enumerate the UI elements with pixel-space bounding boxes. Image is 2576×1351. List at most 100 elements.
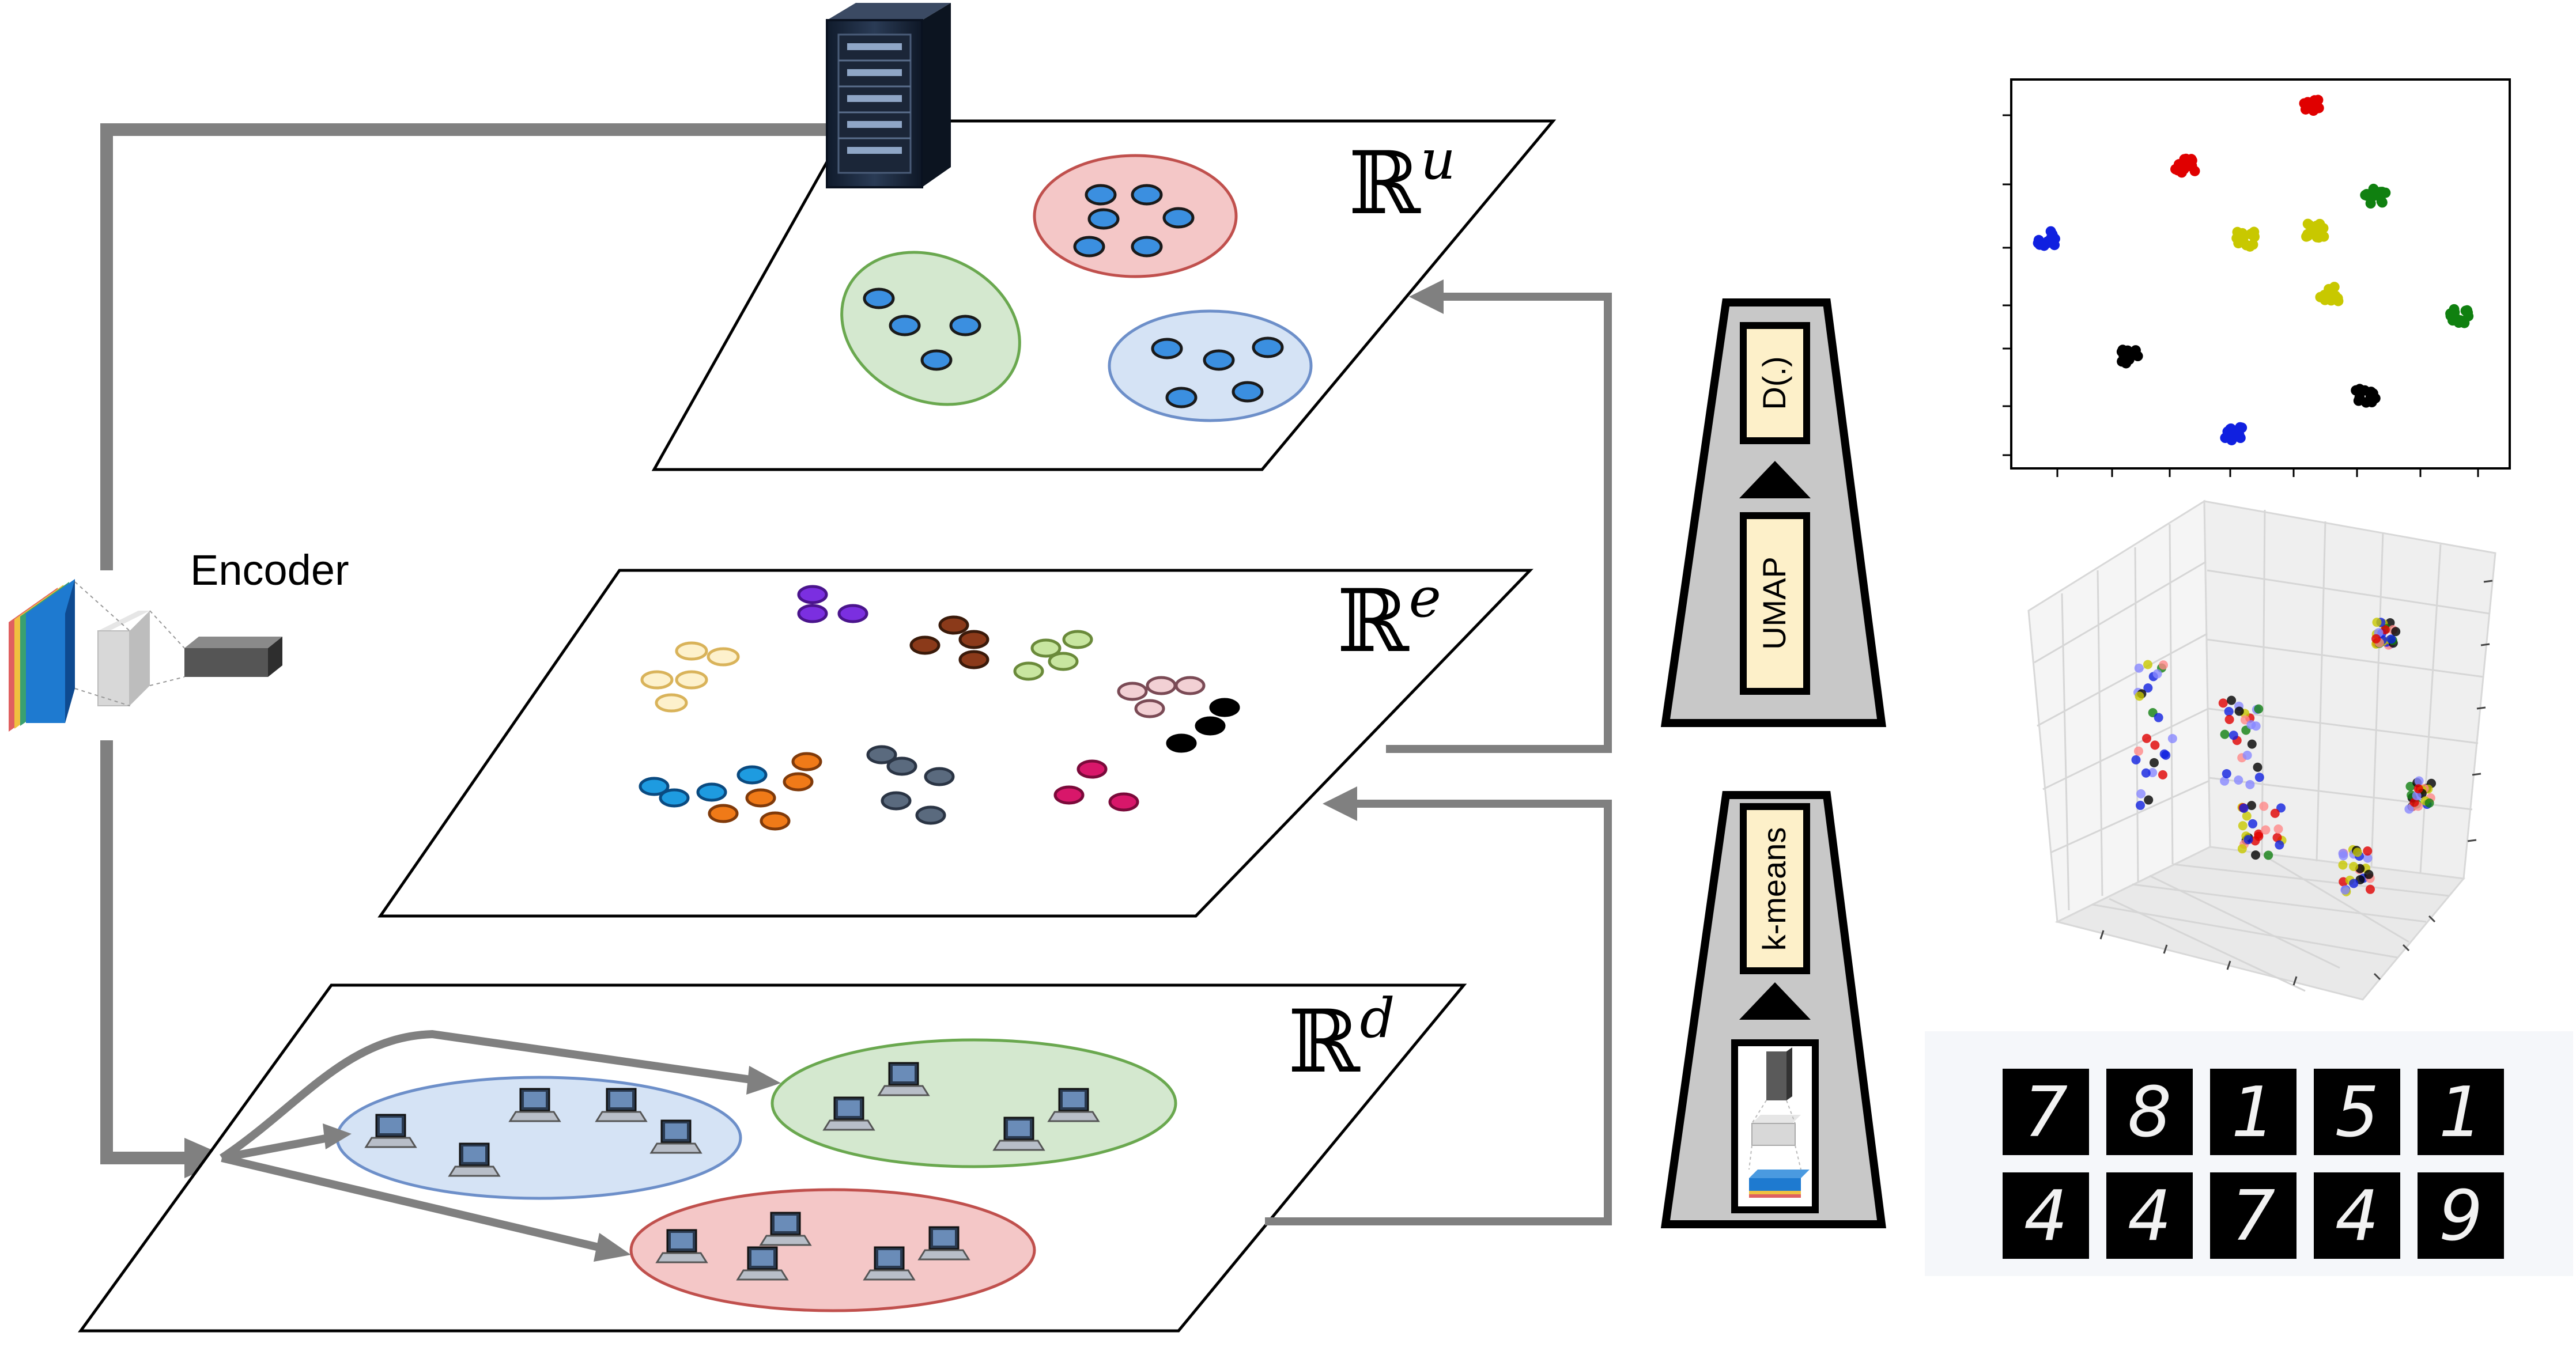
umap-axis-ticks [2003, 114, 2479, 477]
point-3d [2339, 851, 2348, 861]
points-3d [2131, 618, 2437, 896]
nodes-green-cluster [863, 287, 981, 371]
umap-point [2227, 426, 2238, 437]
point-3d [2227, 695, 2237, 705]
connector-bottom-to-middle [1265, 800, 1612, 1225]
plane-middle-surface [377, 569, 1533, 918]
point-3d [2270, 808, 2280, 818]
pipeline-upper: UMAP D(.) [1660, 298, 1886, 727]
point-3d [2251, 850, 2261, 860]
point-3d [2264, 850, 2273, 860]
plane-bottom: ℝd [78, 983, 1467, 1333]
point-3d [2352, 847, 2362, 857]
point-3d [2154, 713, 2163, 722]
point-3d [2363, 853, 2373, 863]
digit-label: 7 [2024, 1073, 2068, 1153]
line-encoder-to-bottom [100, 740, 213, 1164]
plane-middle-label: ℝe [1337, 566, 1441, 672]
plane-bottom-label: ℝd [1288, 987, 1395, 1092]
point-3d [2259, 801, 2269, 811]
point-3d [2338, 860, 2348, 870]
connector-middle-to-top [1386, 293, 1612, 753]
node [920, 349, 953, 371]
pipeline-lower: k-means [1660, 791, 1886, 1228]
umap-point [2302, 230, 2313, 241]
digit-label: 7 [2231, 1176, 2275, 1257]
encoder-loop-lines [100, 123, 836, 1164]
point-3d [2167, 733, 2177, 743]
point-3d [2237, 844, 2247, 854]
point-3d [2234, 775, 2243, 785]
box-umap [1740, 512, 1810, 695]
umap-point [2237, 422, 2248, 433]
laptop-icon [655, 1229, 708, 1263]
laptop-icon [595, 1088, 648, 1122]
digit-label: 9 [2439, 1176, 2483, 1257]
digit-tile [2314, 1172, 2400, 1259]
umap-point [2039, 240, 2050, 251]
node [1203, 349, 1235, 371]
nodes-red-cluster [1073, 184, 1195, 258]
digit-label: 4 [2128, 1176, 2171, 1257]
point-3d [2222, 769, 2231, 778]
cluster-red [1033, 154, 1238, 278]
point-3d [2349, 879, 2359, 888]
point-3d [2412, 791, 2422, 801]
digit-label: 1 [2439, 1073, 2483, 1153]
point-3d [2254, 773, 2264, 782]
arrow-up-upper [1739, 461, 1811, 498]
node [863, 287, 895, 309]
node [1131, 184, 1163, 206]
umap-point [2463, 311, 2474, 321]
label-d-func: D(.) [1756, 356, 1792, 410]
point-3d [2261, 825, 2271, 835]
point-3d [2148, 767, 2158, 777]
umap-point [2369, 185, 2380, 196]
umap-point [2360, 190, 2371, 200]
point-3d [2149, 758, 2159, 767]
node [1252, 336, 1284, 358]
umap-point [2369, 392, 2380, 403]
laptop-icon [508, 1088, 561, 1122]
umap-point [2309, 99, 2320, 110]
point-3d [2391, 627, 2401, 637]
encoder-icon [9, 579, 282, 732]
point-3d [2366, 884, 2375, 894]
point-3d [2242, 750, 2252, 760]
laptop-icon [863, 1246, 916, 1281]
node [1131, 236, 1163, 258]
label-umap: UMAP [1756, 557, 1792, 650]
embedding-points [639, 585, 1240, 831]
umap-point [2313, 232, 2324, 243]
client-cluster-green [770, 1038, 1177, 1168]
arrowhead-to-red [594, 1233, 631, 1262]
point-3d [2349, 862, 2359, 871]
laptop-icon [649, 1119, 702, 1154]
point-3d [2131, 755, 2141, 765]
client-cluster-red [629, 1188, 1036, 1312]
point-3d [2136, 800, 2146, 810]
point-3d [2404, 804, 2414, 814]
umap-plot-frame [2010, 78, 2511, 470]
plane-top: ℝu [651, 119, 1557, 471]
label-kmeans: k-means [1756, 827, 1792, 951]
point-3d [2159, 660, 2168, 670]
umap-point [2311, 221, 2322, 232]
point-3d [2152, 669, 2162, 679]
umap-point [2365, 198, 2376, 209]
scatter-3d [2027, 499, 2496, 1001]
digit-grid: 7 8 1 5 14 4 7 4 9 [2003, 1069, 2504, 1259]
point-3d [2251, 721, 2261, 731]
distribution-arrows [220, 1030, 756, 1254]
digit-tile [2418, 1069, 2504, 1155]
point-3d [2424, 798, 2434, 808]
laptop-icon [736, 1246, 789, 1281]
digit-tile [2210, 1172, 2297, 1259]
node [1151, 338, 1183, 359]
plane-middle: ℝe [377, 566, 1533, 918]
server-icon [826, 3, 951, 188]
nodes-blue-cluster [1151, 336, 1284, 408]
point-3d [2239, 803, 2249, 813]
laptop-icon [992, 1117, 1045, 1151]
point-3d [2135, 691, 2144, 701]
